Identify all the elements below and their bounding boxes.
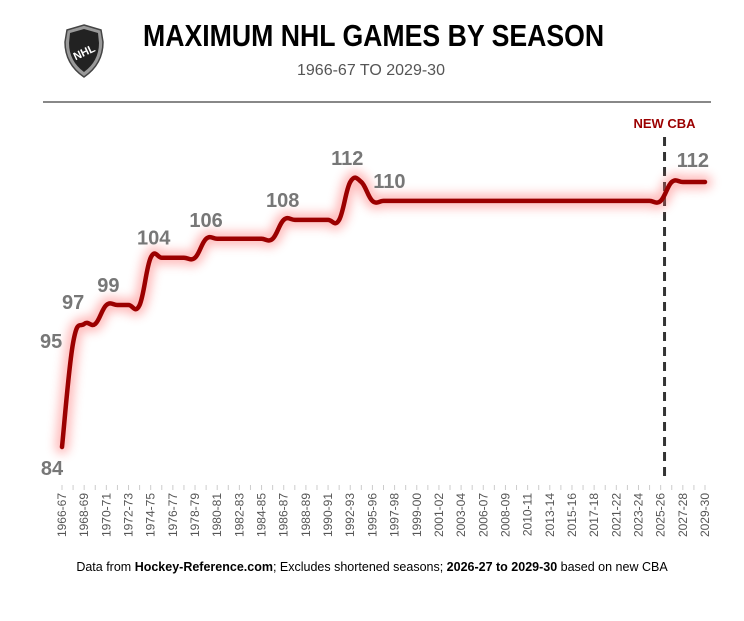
nhl-logo: NHL [64,24,104,78]
x-tick-label: 1990-91 [321,493,335,537]
x-tick-label: 2010-11 [521,493,535,536]
series-glow [55,170,712,454]
data-label: 106 [189,210,222,232]
x-tick-label: 1966-67 [55,493,69,537]
x-tick-label: 2001-02 [432,493,446,537]
x-tick-label: 1970-71 [99,493,113,537]
x-tick-label: 1978-79 [188,493,202,537]
x-tick-label: 1984-85 [255,493,269,537]
data-label: 97 [62,292,84,314]
x-tick-label: 2013-14 [543,493,557,537]
x-axis-labels: 1966-67 1968-69 1970-71 1972-73 1974-75 1976-… [55,493,712,537]
x-tick-label: 2021-22 [609,493,623,537]
x-tick-label: 2008-09 [498,493,512,537]
x-tick-label: 1997-98 [388,493,402,537]
header-divider [43,101,711,103]
data-label: 95 [40,331,62,353]
data-label: 99 [97,275,119,297]
x-tick-label: 2027-28 [676,493,690,537]
data-label: 84 [41,458,64,480]
x-tick-label: 1976-77 [166,493,180,537]
data-label: 112 [677,150,709,172]
x-tick-label: 1992-93 [343,493,357,537]
data-label: 104 [137,228,171,250]
chart-footer: Data from Hockey-Reference.com; Excludes… [0,560,744,574]
data-label: 110 [373,171,405,193]
new-cba-label: NEW CBA [633,116,696,131]
x-tick-label: 1988-89 [299,493,313,537]
x-tick-label: 2029-30 [698,493,712,537]
footer-text: Data from [76,560,135,574]
x-tick-label: 2003-04 [454,493,468,537]
x-tick-label: 1968-69 [77,493,91,537]
footer-source: Hockey-Reference.com [134,560,273,574]
x-axis-ticks [61,485,706,490]
x-tick-label: 1982-83 [232,493,246,537]
data-label: 112 [331,148,363,170]
chart-title: MAXIMUM NHL GAMES BY SEASON [143,18,605,53]
footer-text: based on new CBA [557,560,668,574]
x-tick-label: 1986-87 [277,493,291,537]
series-line [59,175,708,450]
footer-text: ; Excludes shortened seasons; [272,560,447,574]
data-label: 108 [266,190,299,212]
x-tick-label: 2023-24 [631,493,645,537]
x-tick-label: 1972-73 [122,493,136,537]
x-tick-label: 1999-00 [410,493,424,537]
x-tick-label: 2015-16 [565,493,579,537]
chart-subtitle: 1966-67 TO 2029-30 [297,62,445,79]
x-tick-label: 2017-18 [587,493,601,537]
x-tick-label: 1995-96 [365,493,379,537]
x-tick-label: 2006-07 [476,493,490,537]
x-tick-label: 1980-81 [210,493,224,537]
footer-range: 2026-27 to 2029-30 [446,560,558,574]
x-tick-label: 1974-75 [144,493,158,537]
x-tick-label: 2025-26 [654,493,668,537]
